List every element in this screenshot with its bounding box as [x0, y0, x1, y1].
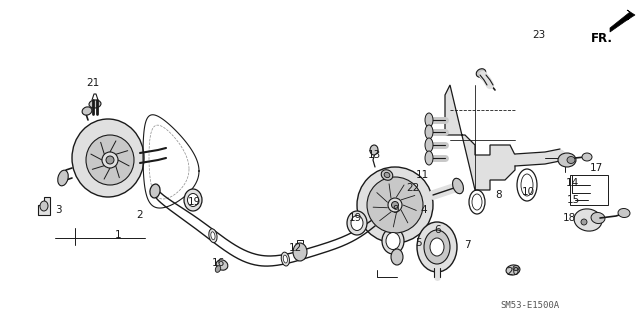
- Text: 5: 5: [415, 238, 421, 248]
- Text: 23: 23: [532, 30, 546, 40]
- Ellipse shape: [425, 113, 433, 127]
- Ellipse shape: [382, 228, 404, 254]
- Ellipse shape: [58, 170, 68, 186]
- Text: 6: 6: [435, 225, 442, 235]
- Ellipse shape: [582, 153, 592, 161]
- Ellipse shape: [281, 252, 289, 266]
- Ellipse shape: [384, 172, 390, 178]
- Ellipse shape: [293, 243, 307, 261]
- Text: 3: 3: [54, 205, 61, 215]
- Text: 22: 22: [406, 183, 420, 193]
- Ellipse shape: [215, 266, 221, 272]
- Ellipse shape: [424, 230, 450, 264]
- Text: SM53-E1500A: SM53-E1500A: [500, 300, 559, 309]
- Circle shape: [367, 177, 423, 233]
- Ellipse shape: [216, 260, 228, 270]
- Text: 19: 19: [348, 213, 362, 223]
- Circle shape: [357, 167, 433, 243]
- Text: 12: 12: [289, 243, 301, 253]
- Text: 1: 1: [115, 230, 122, 240]
- Text: 19: 19: [188, 197, 200, 207]
- Ellipse shape: [351, 216, 363, 231]
- Text: 15: 15: [566, 195, 580, 205]
- Polygon shape: [38, 197, 50, 215]
- Ellipse shape: [591, 212, 605, 224]
- Ellipse shape: [211, 232, 215, 240]
- Text: 8: 8: [496, 190, 502, 200]
- Text: 16: 16: [211, 258, 225, 268]
- Ellipse shape: [567, 157, 575, 164]
- Circle shape: [392, 202, 399, 209]
- Ellipse shape: [618, 209, 630, 218]
- Ellipse shape: [425, 125, 433, 139]
- Ellipse shape: [347, 211, 367, 235]
- Text: 2: 2: [137, 210, 143, 220]
- Ellipse shape: [425, 138, 433, 152]
- Ellipse shape: [558, 153, 576, 167]
- Polygon shape: [445, 85, 515, 190]
- Text: FR.: FR.: [591, 32, 613, 45]
- Circle shape: [102, 152, 118, 168]
- Circle shape: [581, 219, 587, 225]
- Text: 10: 10: [522, 187, 534, 197]
- Ellipse shape: [89, 100, 101, 108]
- Text: 9: 9: [393, 205, 399, 215]
- Ellipse shape: [513, 265, 519, 271]
- Text: 4: 4: [420, 205, 428, 215]
- Ellipse shape: [574, 209, 602, 231]
- Ellipse shape: [430, 238, 444, 256]
- Text: 7: 7: [464, 240, 470, 250]
- Circle shape: [388, 198, 402, 212]
- Circle shape: [106, 156, 114, 164]
- Ellipse shape: [150, 184, 160, 198]
- Ellipse shape: [188, 194, 198, 206]
- Ellipse shape: [381, 170, 393, 180]
- Ellipse shape: [452, 178, 463, 194]
- Text: 21: 21: [86, 78, 100, 88]
- Polygon shape: [610, 10, 635, 32]
- Ellipse shape: [386, 233, 400, 249]
- Text: 18: 18: [563, 213, 575, 223]
- Text: 11: 11: [415, 170, 429, 180]
- Text: 14: 14: [565, 178, 579, 188]
- Text: 20: 20: [506, 267, 520, 277]
- Ellipse shape: [86, 135, 134, 185]
- Text: 17: 17: [589, 163, 603, 173]
- Ellipse shape: [417, 222, 457, 272]
- Ellipse shape: [209, 229, 217, 243]
- Text: 13: 13: [367, 150, 381, 160]
- Ellipse shape: [391, 249, 403, 265]
- Ellipse shape: [40, 201, 48, 211]
- Ellipse shape: [284, 255, 287, 263]
- Ellipse shape: [481, 75, 485, 79]
- Ellipse shape: [476, 69, 486, 77]
- Ellipse shape: [72, 119, 144, 197]
- Ellipse shape: [425, 151, 433, 165]
- Ellipse shape: [506, 265, 520, 275]
- Ellipse shape: [184, 189, 202, 211]
- Ellipse shape: [82, 107, 92, 115]
- Ellipse shape: [370, 145, 378, 155]
